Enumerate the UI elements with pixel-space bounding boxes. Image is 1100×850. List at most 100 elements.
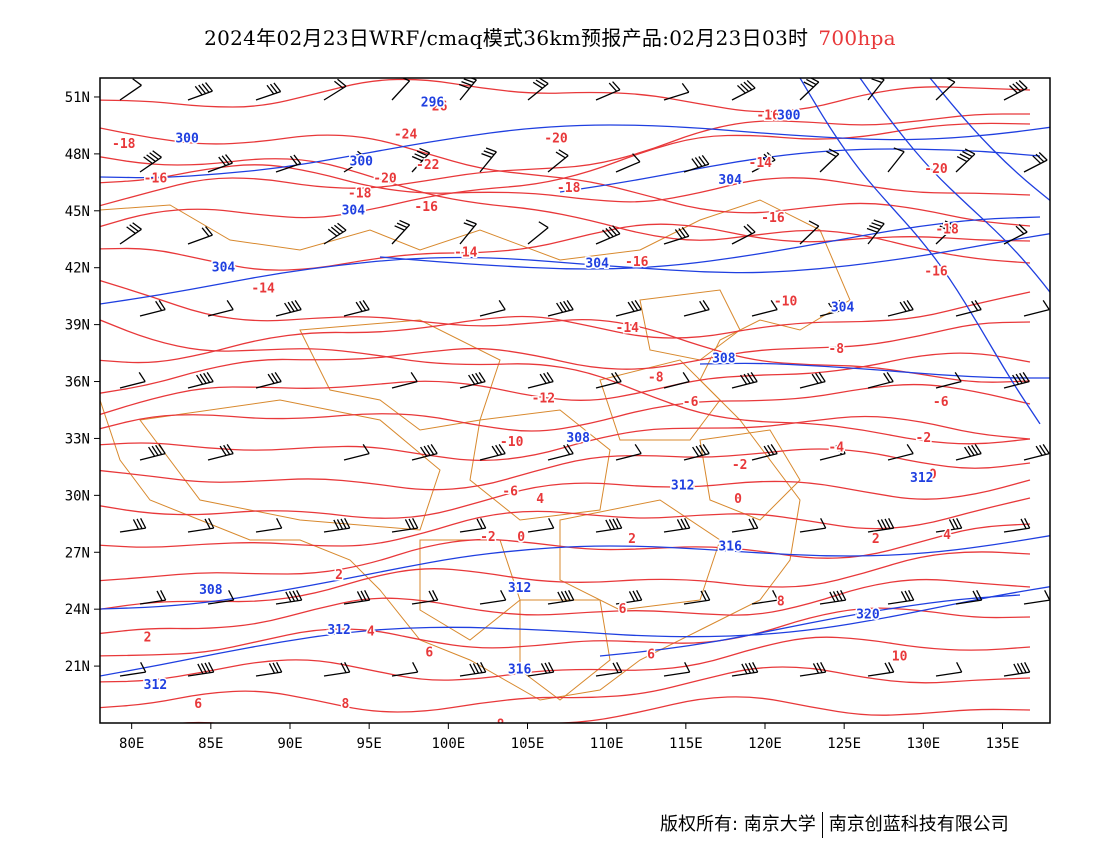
height-contour: [379, 216, 1041, 270]
wind-barb: [615, 153, 641, 173]
height-contour: [100, 535, 1050, 610]
wind-barb: [343, 590, 371, 605]
isotherm: [100, 321, 1031, 394]
height-label: 316: [718, 539, 742, 554]
wind-barb: [751, 300, 778, 317]
lon-tick-label: 100E: [431, 736, 465, 752]
wind-barb: [1003, 372, 1030, 389]
wind-barb: [119, 372, 146, 389]
isotherm-label: -14: [251, 281, 275, 296]
wind-barb: [1023, 152, 1048, 173]
height-contour: [599, 594, 1021, 657]
isotherm-label: -18: [112, 137, 136, 152]
height-label: 312: [671, 479, 694, 494]
wind-barb: [139, 590, 167, 605]
isotherm: [100, 113, 1030, 207]
isotherm-label: 8: [497, 718, 505, 733]
wind-barb: [391, 662, 419, 677]
wind-barb: [595, 518, 623, 533]
height-label: 316: [508, 663, 532, 678]
wind-barb: [799, 220, 820, 245]
isotherm: [100, 448, 1031, 491]
wind-barb: [663, 372, 690, 389]
wind-barb: [547, 300, 574, 317]
isotherm-label: 4: [367, 625, 375, 640]
lat-tick-label: 48N: [65, 147, 90, 163]
lat-tick-label: 42N: [65, 261, 90, 277]
footer-divider: [821, 812, 823, 838]
isotherm-label: -14: [749, 156, 773, 171]
height-contour: [100, 124, 1050, 179]
wind-barb: [819, 444, 846, 461]
wind-barb: [887, 590, 915, 605]
wind-barb: [819, 590, 847, 605]
wind-barb: [595, 372, 622, 389]
province-border: [599, 359, 721, 441]
lon-tick-label: 125E: [827, 736, 861, 752]
wind-barb: [187, 662, 215, 677]
lon-tick-label: 85E: [198, 736, 223, 752]
wind-barb: [799, 518, 827, 533]
isotherm: [100, 383, 1031, 432]
wind-barb: [955, 590, 983, 605]
wind-barb: [119, 518, 147, 533]
wind-barb: [119, 662, 147, 677]
wind-barb: [187, 82, 213, 101]
isotherm: [100, 666, 1031, 713]
isotherm-label: -16: [924, 264, 948, 279]
wind-barb: [139, 150, 162, 173]
wind-barb: [819, 300, 846, 317]
height-label: 304: [342, 204, 366, 219]
isotherm-label: -16: [144, 171, 168, 186]
wind-barb: [663, 662, 691, 677]
wind-barb: [955, 300, 982, 317]
isotherm-label: 0: [517, 530, 525, 545]
lat-tick-label: 39N: [65, 318, 90, 334]
wind-barb: [527, 221, 549, 245]
wind-barb: [683, 590, 711, 605]
wind-barb: [527, 78, 549, 101]
province-border: [559, 499, 721, 611]
title-level: 700hpa: [818, 26, 896, 50]
wind-barb: [479, 147, 497, 173]
height-label: 312: [910, 471, 933, 486]
isotherm-label: 6: [425, 646, 433, 661]
isotherm: [100, 578, 1031, 635]
isotherm-label: -20: [924, 162, 948, 177]
wind-barb: [751, 151, 776, 173]
lat-tick-label: 51N: [65, 90, 90, 106]
wind-barb: [119, 78, 142, 101]
height-contour: [100, 586, 1050, 677]
isotherm-label: -24: [394, 128, 418, 143]
isotherm-label: 6: [619, 602, 627, 617]
wind-barb: [391, 518, 419, 533]
isotherm-label: -16: [761, 211, 785, 226]
wind-barb: [1023, 444, 1050, 461]
wind-barb: [458, 78, 477, 101]
isotherm-label: -6: [933, 395, 949, 410]
isotherm-label: -10: [500, 435, 524, 450]
lat-tick-label: 45N: [65, 204, 90, 220]
height-contour: [799, 78, 1041, 425]
height-contour: [699, 362, 1050, 379]
wind-barb: [547, 444, 574, 461]
lon-tick-label: 90E: [277, 736, 302, 752]
isotherm: [100, 479, 1031, 519]
wind-barb: [731, 223, 756, 245]
wind-barb: [615, 300, 642, 317]
height-label: 304: [212, 261, 236, 276]
isotherm: [175, 696, 1031, 723]
height-label: 312: [508, 581, 531, 596]
isotherm: [100, 127, 1031, 227]
isotherm-label: 6: [194, 697, 202, 712]
wind-barb: [955, 148, 976, 173]
wind-barb: [866, 219, 885, 245]
isotherm-label: -6: [683, 395, 699, 410]
wind-barb: [459, 662, 487, 677]
isotherm-label: 6: [647, 648, 655, 663]
wind-barb: [323, 662, 351, 677]
isotherm: [100, 78, 1031, 113]
isotherm-label: 2: [335, 568, 343, 583]
wind-barb: [867, 372, 894, 389]
wind-barb: [1003, 518, 1031, 533]
